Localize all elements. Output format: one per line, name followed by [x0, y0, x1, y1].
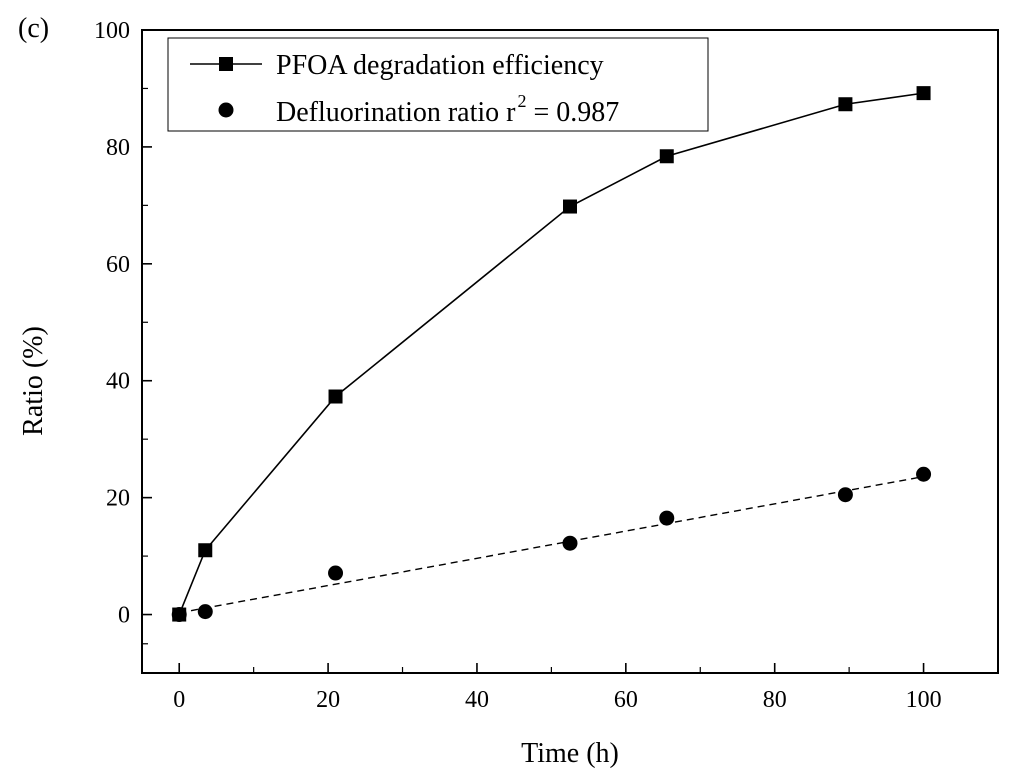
- plot-frame: [141, 29, 999, 674]
- pfoa-data-point: [328, 389, 343, 404]
- x-axis-title: Time (h): [521, 738, 619, 769]
- defluorination-data-point: [197, 604, 213, 620]
- series-line-0: [178, 92, 924, 615]
- pfoa-data-point: [563, 199, 577, 214]
- y-tick-label: 0: [118, 603, 130, 629]
- legend-box: [167, 37, 709, 132]
- legend-label-suffix: = 0.987: [526, 97, 619, 128]
- x-axis-ticks: 0 20 40 60 80 100: [173, 663, 942, 713]
- defluorination-fit-line: [179, 475, 924, 614]
- y-tick-label: 100: [94, 18, 130, 44]
- legend-label-pfoa: PFOA degradation efficiency: [276, 50, 604, 81]
- pfoa-data-point: [659, 149, 674, 164]
- series-group: [171, 86, 932, 623]
- legend-marker-pfoa: [219, 57, 233, 71]
- x-tick-label: 60: [614, 687, 638, 713]
- defluorination-data-point: [328, 565, 344, 581]
- y-axis-ticks: 0 20 40 60 80 100: [94, 18, 152, 645]
- legend-marker-defluorination: [218, 102, 234, 118]
- defluorination-data-point: [562, 535, 578, 551]
- x-tick-label: 0: [173, 687, 185, 713]
- x-tick-label: 20: [316, 687, 340, 713]
- legend-label-defluorination-text: Defluorination ratio r: [276, 97, 516, 128]
- y-tick-label: 80: [106, 135, 130, 161]
- defluorination-data-point: [659, 510, 675, 526]
- x-tick-label: 40: [465, 687, 489, 713]
- x-tick-label: 100: [906, 687, 942, 713]
- defluorination-data-point: [916, 466, 932, 482]
- legend: PFOA degradation efficiency Defluorinati…: [167, 37, 709, 132]
- x-tick-label: 80: [763, 687, 787, 713]
- y-tick-label: 40: [106, 369, 130, 395]
- legend-label-superscript: 2: [517, 91, 526, 111]
- pfoa-data-point: [198, 543, 213, 558]
- pfoa-data-point: [838, 97, 853, 112]
- panel-label: (c): [18, 13, 49, 44]
- y-tick-label: 20: [106, 486, 130, 512]
- defluorination-data-point: [171, 607, 187, 623]
- defluorination-data-point: [837, 487, 853, 503]
- y-tick-label: 60: [106, 252, 130, 278]
- pfoa-data-point: [916, 86, 931, 101]
- fit-line-group: [179, 475, 924, 614]
- y-axis-title: Ratio (%): [18, 326, 49, 436]
